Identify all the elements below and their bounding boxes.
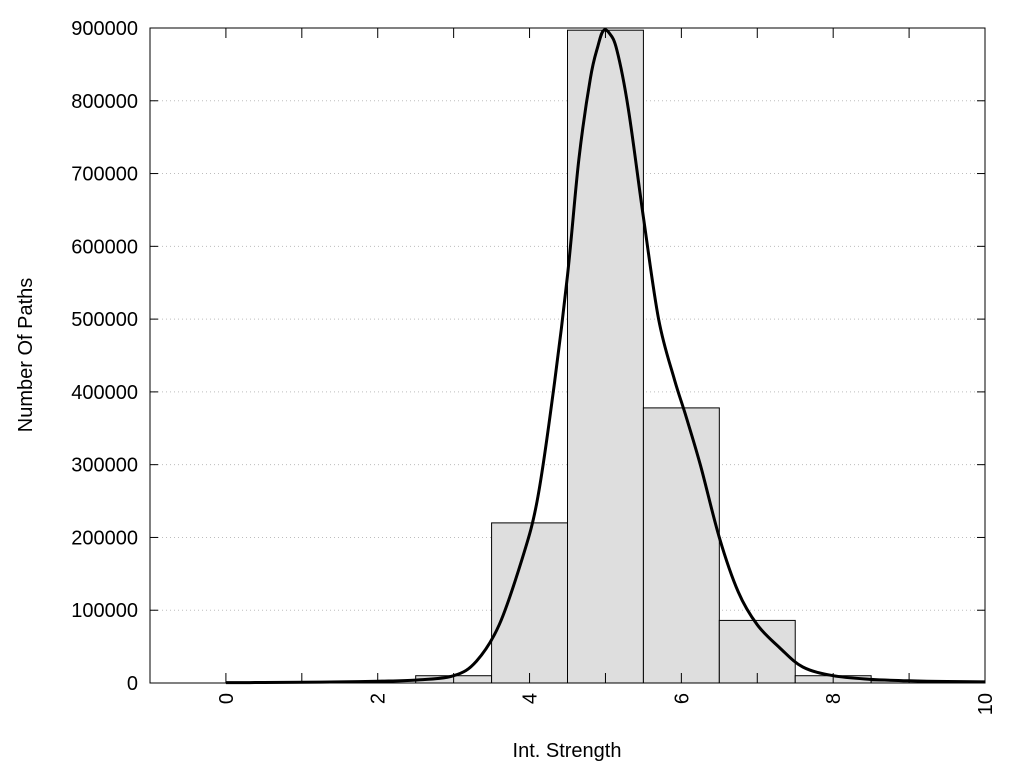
x-tick-label: 6	[671, 693, 693, 704]
x-tick-label: 10	[975, 693, 997, 715]
y-tick-label: 800000	[71, 91, 138, 113]
bars	[415, 29, 948, 684]
x-tick-label: 4	[520, 693, 542, 704]
plot-frame	[149, 27, 986, 684]
y-tick-label: 0	[127, 673, 138, 695]
y-axis-label: Number Of Paths	[15, 278, 37, 433]
y-tick-label: 700000	[71, 164, 138, 186]
y-axis-ticks: 0 100000 200000 300000 400000 500000 600000 700…	[71, 18, 985, 695]
x-axis-ticks: 0 2 4 6 8 10	[216, 28, 997, 715]
y-tick-label: 600000	[71, 236, 138, 258]
x-tick-label: 8	[823, 693, 845, 704]
x-tick-label: 2	[368, 693, 390, 704]
y-tick-label: 200000	[71, 527, 138, 549]
x-tick-label: 0	[216, 693, 238, 704]
histogram-bar	[491, 522, 568, 684]
y-tick-label: 400000	[71, 382, 138, 404]
y-tick-label: 900000	[71, 18, 138, 40]
x-axis-label: Int. Strength	[513, 740, 622, 762]
y-tick-label: 100000	[71, 600, 138, 622]
histogram-bar	[642, 407, 720, 684]
y-tick-label: 500000	[71, 309, 138, 331]
y-tick-label: 300000	[71, 455, 138, 477]
